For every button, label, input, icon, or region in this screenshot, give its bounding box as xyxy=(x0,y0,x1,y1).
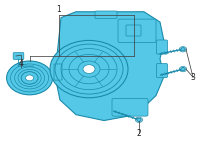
Text: 1: 1 xyxy=(57,5,61,14)
Circle shape xyxy=(181,48,185,51)
Circle shape xyxy=(21,72,38,84)
FancyBboxPatch shape xyxy=(13,53,24,59)
FancyBboxPatch shape xyxy=(156,64,168,78)
Text: 2: 2 xyxy=(137,128,141,138)
Circle shape xyxy=(83,65,95,74)
Text: 3: 3 xyxy=(191,73,195,82)
FancyBboxPatch shape xyxy=(126,25,141,36)
FancyBboxPatch shape xyxy=(54,64,62,80)
FancyBboxPatch shape xyxy=(112,98,148,116)
Circle shape xyxy=(26,75,34,81)
Circle shape xyxy=(181,67,185,71)
FancyBboxPatch shape xyxy=(118,19,156,43)
Circle shape xyxy=(50,40,128,98)
Circle shape xyxy=(137,118,141,121)
FancyBboxPatch shape xyxy=(156,40,168,54)
FancyBboxPatch shape xyxy=(95,11,117,18)
Circle shape xyxy=(78,61,100,77)
Circle shape xyxy=(7,61,53,95)
Polygon shape xyxy=(56,12,164,121)
Text: 4: 4 xyxy=(19,59,23,69)
